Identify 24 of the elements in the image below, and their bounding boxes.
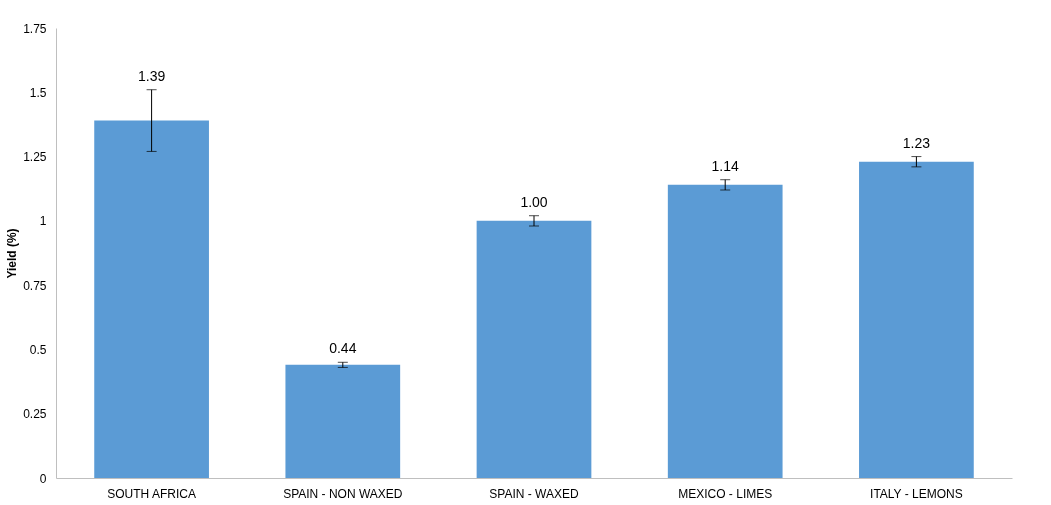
- bar: [476, 220, 592, 478]
- y-tick-label: 1: [39, 214, 47, 229]
- data-label: 1.39: [137, 67, 166, 84]
- bar: [859, 161, 974, 478]
- bar: [285, 364, 401, 478]
- data-label: 1.23: [902, 134, 931, 151]
- y-tick-label: 0.75: [23, 278, 47, 293]
- y-tick-label: 0: [39, 471, 47, 486]
- y-tick-label: 1.5: [29, 85, 47, 100]
- y-tick-label: 1.25: [23, 150, 47, 165]
- x-tick-label: SOUTH AFRICA: [107, 486, 196, 501]
- y-tick-label: 1.75: [23, 21, 47, 36]
- x-tick-label: ITALY - LEMONS: [870, 486, 963, 501]
- y-axis-title: Yield (%): [5, 228, 20, 279]
- x-tick-label: SPAIN - NON WAXED: [283, 486, 403, 501]
- y-tick-label: 0.25: [23, 407, 47, 422]
- x-tick-label: MEXICO - LIMES: [678, 486, 773, 501]
- data-label: 1.00: [520, 193, 548, 210]
- data-label: 1.14: [711, 157, 740, 174]
- data-label: 0.44: [329, 340, 357, 357]
- bar: [667, 184, 783, 478]
- x-tick-label: SPAIN - WAXED: [489, 486, 580, 501]
- y-tick-label: 0.5: [29, 342, 47, 357]
- bar: [94, 120, 209, 478]
